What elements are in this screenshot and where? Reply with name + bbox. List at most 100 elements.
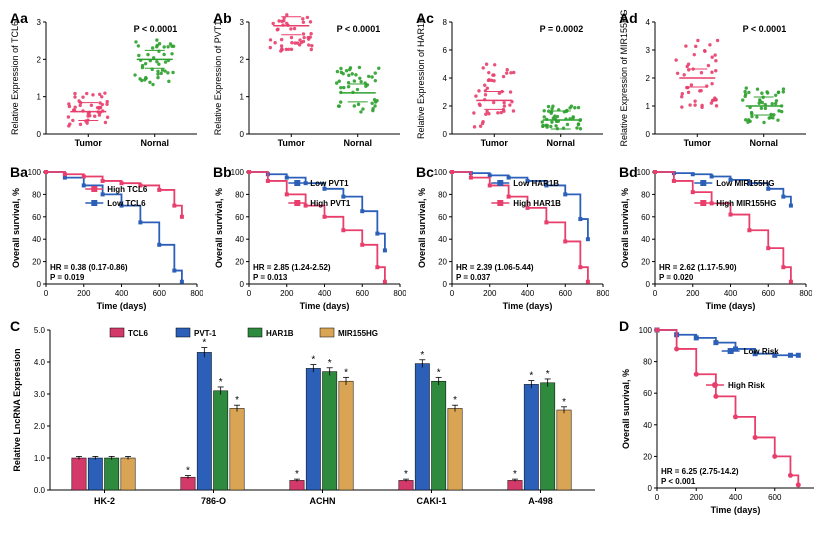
svg-text:100: 100: [637, 168, 651, 177]
svg-text:Tumor: Tumor: [278, 138, 306, 148]
svg-text:Nornal: Nornal: [140, 138, 169, 148]
svg-text:0: 0: [646, 280, 651, 289]
svg-text:400: 400: [521, 289, 535, 298]
svg-text:2: 2: [443, 102, 448, 111]
svg-text:*: *: [453, 395, 457, 406]
svg-text:*: *: [529, 371, 533, 382]
svg-text:800: 800: [596, 289, 609, 298]
svg-text:Low Risk: Low Risk: [744, 347, 780, 356]
svg-text:4: 4: [646, 18, 651, 27]
svg-text:Nornal: Nornal: [546, 138, 575, 148]
svg-text:200: 200: [686, 289, 700, 298]
panel-label: C: [10, 318, 20, 334]
svg-text:3: 3: [646, 46, 651, 55]
svg-text:Nornal: Nornal: [749, 138, 778, 148]
svg-text:20: 20: [643, 452, 652, 461]
svg-text:100: 100: [639, 326, 653, 335]
svg-text:0: 0: [653, 289, 658, 298]
svg-text:Time (days): Time (days): [503, 301, 553, 311]
svg-text:60: 60: [438, 213, 447, 222]
svg-text:100: 100: [28, 168, 42, 177]
y-axis-label: Relative Expression of TCL6: [10, 21, 20, 135]
panel-label: D: [619, 318, 629, 334]
svg-text:*: *: [311, 355, 315, 366]
svg-text:0: 0: [37, 280, 42, 289]
hr-text: HR = 2.39 (1.06-5.44): [456, 263, 534, 272]
svg-text:0: 0: [450, 289, 455, 298]
svg-text:400: 400: [724, 289, 738, 298]
km-panel-Ba: Ba0204060801000200400600800Overall survi…: [8, 162, 203, 312]
y-axis-label: Relative Expression of MIR155HG: [619, 9, 629, 146]
svg-text:100: 100: [231, 168, 245, 177]
svg-text:600: 600: [768, 493, 782, 502]
svg-text:Tumor: Tumor: [481, 138, 509, 148]
svg-text:0: 0: [240, 130, 245, 139]
svg-text:Tumor: Tumor: [684, 138, 712, 148]
p-value: P = 0.0002: [540, 24, 584, 34]
scatter-panel-Ab: Ab0123Relative Expression of PVT1TumorNo…: [211, 8, 406, 158]
svg-text:40: 40: [641, 235, 650, 244]
legend-TCL6: TCL6: [128, 329, 149, 338]
svg-text:Low HAR1B: Low HAR1B: [513, 179, 559, 188]
scatter-panel-Aa: Aa0123Relative Expression of TCL6TumorNo…: [8, 8, 203, 158]
svg-text:High Risk: High Risk: [728, 381, 765, 390]
panel-label: Ac: [416, 10, 434, 26]
panel-label: Ab: [213, 10, 232, 26]
svg-text:400: 400: [729, 493, 743, 502]
svg-text:1.0: 1.0: [34, 454, 46, 463]
svg-text:800: 800: [393, 289, 406, 298]
svg-text:*: *: [562, 397, 566, 408]
p-value: P < 0.0001: [337, 24, 381, 34]
y-axis-label: Relative Expression of HAR1B: [416, 17, 426, 139]
svg-text:Nornal: Nornal: [343, 138, 372, 148]
svg-text:80: 80: [32, 190, 41, 199]
svg-text:2.0: 2.0: [34, 422, 46, 431]
svg-text:60: 60: [32, 213, 41, 222]
svg-text:40: 40: [643, 421, 652, 430]
svg-text:*: *: [546, 369, 550, 380]
svg-text:*: *: [328, 358, 332, 369]
svg-text:2: 2: [646, 74, 651, 83]
svg-text:600: 600: [559, 289, 573, 298]
panel-label: Bd: [619, 164, 638, 180]
panel-label: Aa: [10, 10, 28, 26]
svg-text:8: 8: [443, 18, 448, 27]
svg-text:20: 20: [438, 258, 447, 267]
svg-text:3.0: 3.0: [34, 390, 46, 399]
svg-text:A-498: A-498: [528, 496, 553, 506]
hr-text: HR = 2.85 (1.24-2.52): [253, 263, 331, 272]
svg-text:*: *: [202, 338, 206, 349]
svg-text:60: 60: [641, 213, 650, 222]
km-panel-Bb: Bb0204060801000200400600800Overall survi…: [211, 162, 406, 312]
svg-text:*: *: [420, 350, 424, 361]
p-text: P = 0.019: [50, 273, 85, 282]
svg-text:200: 200: [690, 493, 704, 502]
svg-text:600: 600: [153, 289, 167, 298]
hr-text: HR = 2.62 (1.17-5.90): [659, 263, 737, 272]
svg-text:5.0: 5.0: [34, 326, 46, 335]
svg-text:20: 20: [235, 258, 244, 267]
svg-text:1: 1: [37, 93, 42, 102]
svg-text:High PVT1: High PVT1: [310, 199, 351, 208]
svg-text:20: 20: [32, 258, 41, 267]
p-text: P = 0.037: [456, 273, 491, 282]
svg-text:Overall survival, %: Overall survival, %: [11, 188, 21, 268]
svg-text:3: 3: [240, 18, 245, 27]
svg-text:2: 2: [37, 55, 42, 64]
scatter-panel-Ac: Ac02468Relative Expression of HAR1BTumor…: [414, 8, 609, 158]
svg-text:CAKI-1: CAKI-1: [416, 496, 446, 506]
svg-text:1: 1: [240, 93, 245, 102]
svg-text:200: 200: [77, 289, 91, 298]
km-panel-D: D0204060801000200400600Overall survival,…: [617, 316, 822, 516]
svg-text:4: 4: [443, 74, 448, 83]
svg-text:*: *: [437, 367, 441, 378]
svg-text:0: 0: [37, 130, 42, 139]
svg-text:HK-2: HK-2: [94, 496, 115, 506]
svg-text:800: 800: [190, 289, 203, 298]
svg-text:Overall survival, %: Overall survival, %: [417, 188, 427, 268]
panel-label: Bc: [416, 164, 434, 180]
svg-text:ACHN: ACHN: [310, 496, 336, 506]
svg-text:*: *: [186, 466, 190, 477]
svg-text:60: 60: [643, 389, 652, 398]
svg-text:High TCL6: High TCL6: [107, 185, 148, 194]
